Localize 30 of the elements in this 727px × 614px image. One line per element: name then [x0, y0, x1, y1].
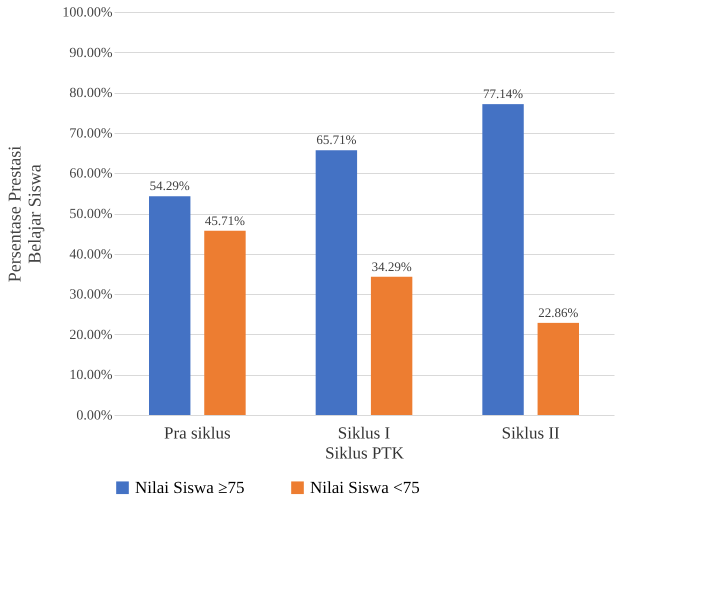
y-tick-label: 30.00% — [69, 288, 113, 303]
y-tick-label: 40.00% — [69, 247, 113, 262]
data-label: 65.71% — [316, 132, 357, 148]
x-tick-label: Pra siklus — [164, 424, 231, 442]
bar — [204, 230, 246, 415]
bar — [316, 150, 358, 415]
data-label: 34.29% — [372, 258, 412, 274]
y-tick-label: 90.00% — [69, 46, 113, 61]
y-tick-label: 50.00% — [69, 207, 113, 222]
y-tick-label: 10.00% — [69, 368, 113, 384]
y-tick-label: 0.00% — [76, 408, 113, 424]
y-tick-label: 80.00% — [69, 86, 113, 102]
y-tick-label: 60.00% — [69, 166, 113, 182]
y-tick-label: 20.00% — [69, 328, 113, 343]
bar — [482, 104, 524, 415]
x-tick-label: Siklus I — [338, 424, 391, 442]
legend-label: Nilai Siswa <75 — [310, 478, 420, 497]
y-tick-label: 70.00% — [69, 126, 113, 142]
data-label: 54.29% — [150, 178, 190, 194]
y-tick-label: 100.00% — [62, 6, 113, 20]
bar — [538, 322, 579, 415]
bar — [149, 196, 190, 415]
legend-label: Nilai Siswa ≥75 — [135, 478, 244, 497]
x-tick-label: Siklus II — [502, 424, 560, 442]
y-axis-title: Persentase Prestasi Belajar Siswa — [4, 146, 44, 282]
bar — [370, 276, 412, 415]
x-axis-title: Siklus PTK — [325, 444, 405, 462]
data-label: 22.86% — [538, 304, 578, 320]
data-label: 45.71% — [204, 212, 246, 228]
data-label: 77.14% — [483, 86, 524, 102]
